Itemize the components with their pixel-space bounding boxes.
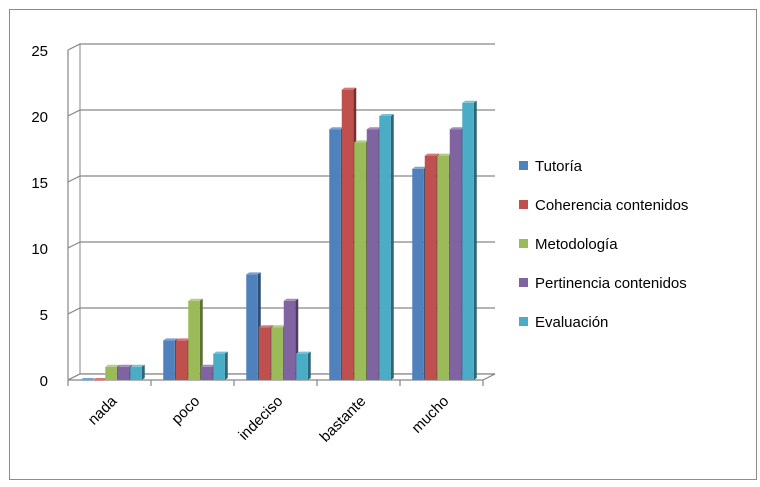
bar (412, 166, 427, 380)
legend-item: Evaluación (519, 314, 608, 331)
bar (437, 153, 452, 380)
legend-swatch (519, 200, 528, 209)
bar (80, 378, 95, 381)
y-tick-label: 20 (31, 109, 48, 126)
legend-label: Tutoría (535, 158, 583, 175)
legend-item: Pertinencia contenidos (519, 275, 687, 292)
bar (283, 298, 299, 380)
bar (341, 87, 357, 380)
bar (366, 127, 382, 380)
bar (329, 127, 344, 380)
y-tick-label: 5 (40, 307, 48, 324)
y-tick-label: 15 (31, 175, 48, 192)
legend-swatch (519, 239, 528, 248)
legend-label: Pertinencia contenidos (535, 275, 687, 292)
legend-item: Metodología (519, 236, 618, 253)
bar (117, 364, 133, 380)
legend-swatch (519, 161, 528, 170)
bar (271, 325, 286, 380)
legend-item: Tutoría (519, 158, 583, 175)
bar (175, 338, 191, 380)
bar (213, 351, 228, 380)
bar (105, 364, 120, 380)
bar (462, 100, 477, 381)
y-tick-label: 0 (40, 373, 48, 390)
bar-layer (80, 87, 477, 381)
legend-swatch (519, 317, 528, 326)
bar (92, 378, 108, 381)
bar (258, 325, 274, 380)
y-tick-label: 10 (31, 241, 48, 258)
bar (200, 364, 216, 380)
legend-label: Coherencia contenidos (535, 197, 688, 214)
bar (188, 298, 203, 380)
legend-label: Evaluación (535, 314, 608, 331)
bar (130, 364, 145, 380)
y-tick-label: 25 (31, 43, 48, 60)
bar (296, 351, 311, 380)
bar (354, 140, 369, 380)
bar (449, 127, 465, 380)
legend-item: Coherencia contenidos (519, 197, 688, 214)
bar (379, 114, 394, 380)
legend: Tutoría Coherencia contenidos Metodología P… (519, 158, 688, 331)
legend-swatch (519, 278, 528, 287)
bar (424, 153, 440, 380)
bar (163, 338, 178, 380)
legend-label: Metodología (535, 236, 618, 253)
bar (246, 272, 261, 380)
